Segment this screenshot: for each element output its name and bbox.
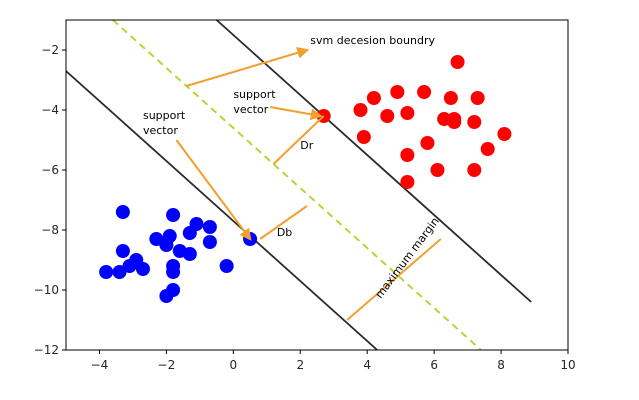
- data-point-series-0: [202, 220, 217, 234]
- data-point-series-0: [219, 259, 234, 273]
- data-point-series-1: [380, 109, 395, 123]
- y-tick-label: −4: [41, 103, 59, 117]
- distance-segment: [259, 205, 308, 240]
- annotation-label: vector: [143, 124, 178, 137]
- data-point-series-1: [467, 163, 482, 177]
- distance-segment: [272, 115, 325, 165]
- annotation-label: svm decesion boundry: [310, 34, 435, 47]
- annotation-arrow: [175, 139, 252, 241]
- data-point-series-1: [480, 142, 495, 156]
- y-axis: −2 −4 −6 −8 −10 −12: [34, 43, 66, 357]
- annotation-label: Dr: [300, 139, 313, 152]
- data-point-series-0: [159, 289, 174, 303]
- data-points: [99, 55, 512, 303]
- x-tick-label: 0: [230, 358, 238, 372]
- annotation-label: support: [143, 109, 186, 122]
- annotation-label: Db: [277, 226, 292, 239]
- x-tick-label: 8: [497, 358, 505, 372]
- data-point-series-0: [115, 244, 130, 258]
- y-tick-label: −12: [34, 343, 59, 357]
- y-tick-label: −6: [41, 163, 59, 177]
- x-tick-label: −2: [158, 358, 176, 372]
- data-point-series-1: [366, 91, 381, 105]
- data-point-series-0: [135, 262, 150, 276]
- data-point-series-0: [182, 247, 197, 261]
- data-point-series-1: [497, 127, 512, 141]
- annotation-arrow: [269, 106, 323, 121]
- data-point-series-0: [182, 226, 197, 240]
- decision-boundary-line: [112, 20, 482, 350]
- x-axis: −4 −2 0 2 4 6 8 10: [91, 350, 576, 372]
- data-point-series-1: [450, 55, 465, 69]
- annotation-label: vector: [233, 103, 268, 116]
- data-point-series-1: [467, 115, 482, 129]
- x-tick-label: −4: [91, 358, 109, 372]
- data-point-series-0: [166, 208, 181, 222]
- x-tick-label: 10: [560, 358, 575, 372]
- data-point-series-1: [430, 163, 445, 177]
- data-point-series-0: [166, 265, 181, 279]
- data-point-series-1: [356, 130, 371, 144]
- annotation-arrow: [186, 46, 310, 87]
- data-point-series-1: [420, 136, 435, 150]
- data-point-series-1: [353, 103, 368, 117]
- x-tick-label: 2: [296, 358, 304, 372]
- annotation-arrows: [175, 46, 442, 321]
- data-point-series-0: [99, 265, 114, 279]
- upper-margin-line: [215, 20, 532, 303]
- x-tick-label: 4: [363, 358, 371, 372]
- y-tick-label: −10: [34, 283, 59, 297]
- annotation-label: maximum margin: [373, 215, 442, 301]
- data-point-series-1: [400, 106, 415, 120]
- data-point-series-1: [447, 112, 462, 126]
- y-tick-label: −8: [41, 223, 59, 237]
- data-point-series-1: [417, 85, 432, 99]
- data-point-series-1: [400, 175, 415, 189]
- data-point-series-0: [159, 238, 174, 252]
- y-tick-label: −2: [41, 43, 59, 57]
- data-point-series-0: [115, 205, 130, 219]
- data-point-series-1: [443, 91, 458, 105]
- lower-margin-line: [66, 70, 378, 350]
- boundary-lines: [66, 20, 532, 350]
- x-tick-label: 6: [430, 358, 438, 372]
- data-point-series-0: [149, 232, 164, 246]
- plot-frame: [65, 19, 569, 351]
- annotation-label: support: [233, 88, 276, 101]
- data-point-series-0: [112, 265, 127, 279]
- data-point-series-1: [470, 91, 485, 105]
- data-point-series-1: [390, 85, 405, 99]
- distance-segment: [346, 238, 442, 321]
- annotations: svm decesion boundry support vector support…: [143, 34, 442, 301]
- data-point-series-1: [400, 148, 415, 162]
- data-point-series-0: [202, 235, 217, 249]
